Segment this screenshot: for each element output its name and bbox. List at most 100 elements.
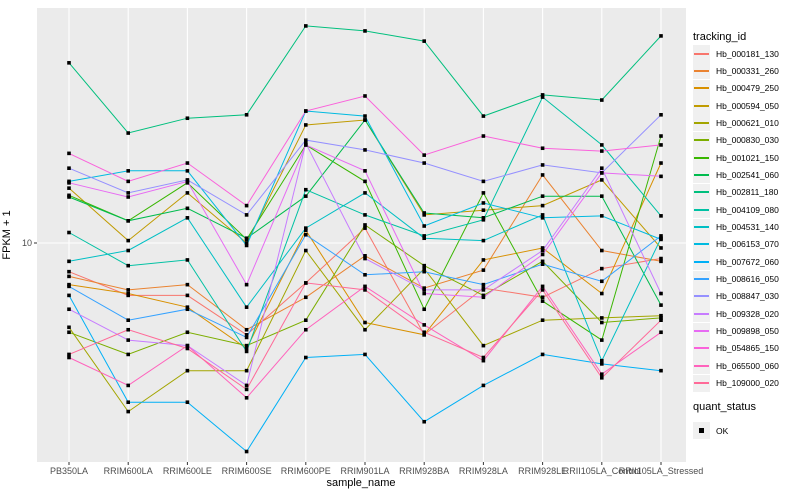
data-point	[185, 169, 190, 173]
data-point	[659, 246, 663, 250]
data-point	[244, 203, 249, 208]
data-point	[540, 252, 545, 257]
data-point	[244, 305, 249, 309]
data-point	[304, 248, 308, 253]
legend-key	[693, 374, 710, 392]
legend-item-Hb_009328_020: Hb_009328_020	[693, 305, 779, 323]
y-tick-label: 10	[21, 238, 32, 248]
data-point	[481, 282, 486, 287]
legend-key	[693, 201, 710, 219]
legend-key	[693, 62, 710, 80]
data-point	[422, 266, 426, 271]
data-point	[185, 368, 190, 373]
data-point	[363, 29, 367, 33]
data-point	[126, 191, 130, 195]
data-point	[244, 213, 249, 217]
data-point	[422, 39, 426, 43]
data-point	[363, 320, 367, 325]
data-point	[244, 236, 249, 241]
data-point	[244, 349, 249, 354]
legend-item-Hb_054865_150: Hb_054865_150	[693, 339, 779, 357]
data-point	[600, 291, 604, 296]
data-point	[481, 358, 486, 363]
legend-key-line-icon	[694, 139, 709, 142]
data-point	[126, 400, 130, 405]
data-point	[600, 214, 604, 218]
legend-item-Hb_001021_150: Hb_001021_150	[693, 149, 779, 167]
data-point	[304, 232, 308, 237]
legend-key	[693, 253, 710, 271]
data-point	[422, 269, 426, 274]
data-point	[185, 161, 190, 165]
data-point	[67, 269, 71, 274]
data-point	[363, 94, 367, 98]
legend-key	[693, 357, 710, 375]
data-point	[422, 213, 426, 217]
data-point	[363, 148, 367, 152]
data-point	[244, 112, 249, 117]
data-point	[185, 206, 190, 211]
data-point	[600, 362, 604, 366]
legend-key	[693, 114, 710, 132]
data-point	[244, 387, 249, 392]
data-point	[67, 325, 71, 330]
data-point	[126, 338, 130, 342]
legend-item-Hb_009898_050: Hb_009898_050	[693, 322, 779, 340]
data-point	[363, 226, 367, 230]
data-point	[600, 98, 604, 102]
data-point	[422, 307, 426, 312]
x-tick-label: RRII105LA_Control	[562, 466, 641, 476]
data-point	[481, 216, 486, 220]
data-point	[422, 333, 426, 337]
data-point	[185, 258, 190, 262]
data-point	[540, 318, 545, 323]
legend-key-line-icon	[694, 87, 709, 90]
data-point	[659, 330, 663, 335]
data-point	[126, 219, 130, 223]
data-point	[304, 327, 308, 332]
data-point	[244, 449, 249, 454]
data-point	[363, 254, 367, 258]
x-tick-label: RRIM600LE	[162, 466, 212, 476]
legend-item-label: Hb_002541_060	[716, 169, 779, 180]
data-point	[185, 282, 190, 287]
legend-item-label: Hb_002811_180	[716, 187, 779, 198]
data-point	[363, 288, 367, 292]
data-point	[422, 419, 426, 424]
ok-point-marker-icon	[699, 428, 704, 433]
data-point	[244, 346, 249, 351]
legend-key-line-icon	[694, 156, 709, 159]
data-point	[600, 372, 604, 376]
legend-item-label: Hb_009898_050	[716, 326, 779, 337]
data-point	[659, 161, 663, 165]
data-point	[540, 216, 545, 220]
data-point	[185, 330, 190, 335]
legend-key-line-icon	[694, 69, 709, 72]
legend-item-Hb_008616_050: Hb_008616_050	[693, 270, 779, 288]
data-point	[304, 295, 308, 300]
data-point	[600, 358, 604, 363]
data-point	[304, 228, 308, 233]
legend-key	[693, 218, 710, 236]
data-point	[659, 214, 663, 218]
data-point	[540, 352, 545, 357]
legend-item-label: Hb_065500_060	[716, 360, 779, 371]
data-point	[540, 203, 545, 208]
data-point	[126, 383, 130, 388]
data-point	[540, 146, 545, 151]
legend-key	[693, 422, 710, 439]
legend-item-Hb_109000_020: Hb_109000_020	[693, 374, 779, 392]
legend-key	[693, 166, 710, 184]
data-point	[363, 256, 367, 261]
legend-key	[693, 235, 710, 253]
legend-item-label: Hb_000621_010	[716, 117, 779, 128]
data-point	[244, 368, 249, 373]
data-point	[185, 346, 190, 351]
legend-key	[693, 305, 710, 323]
data-point	[540, 173, 545, 177]
data-point	[304, 318, 308, 323]
legend-key	[693, 97, 710, 115]
legend-key-line-icon	[694, 191, 709, 194]
data-point	[422, 234, 426, 238]
